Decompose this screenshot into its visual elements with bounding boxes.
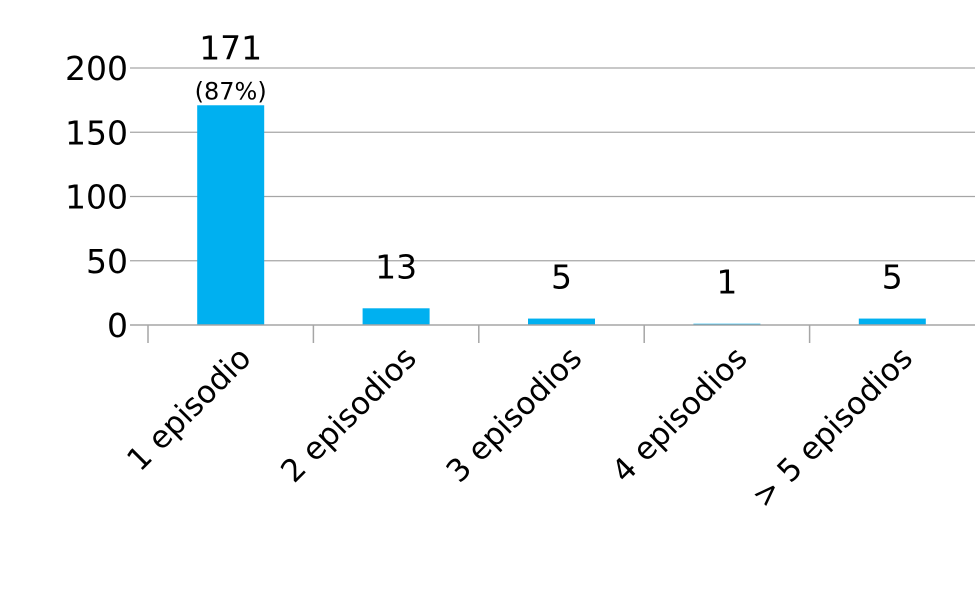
bar	[362, 308, 430, 325]
category-label: 4 episodios	[605, 340, 755, 490]
data-label: 171	[199, 28, 262, 67]
gridlines	[130, 67, 975, 262]
data-label: 5	[551, 258, 572, 297]
y-axis-tick-labels: 0 50 100 150 200	[65, 49, 128, 345]
category-label: 2 episodios	[274, 340, 424, 490]
y-tick-label: 150	[65, 113, 128, 152]
bar	[528, 318, 595, 325]
category-label: 1 episodio	[120, 340, 258, 478]
data-label: 1	[716, 263, 737, 302]
data-label: 13	[375, 247, 417, 286]
x-axis-category-labels: 1 episodio 2 episodios 3 episodios 4 episod…	[120, 340, 920, 515]
y-tick-label: 100	[65, 178, 128, 217]
y-tick-label: 50	[86, 242, 128, 281]
data-labels: 171 (87%) 13 5 1 5	[195, 28, 903, 301]
bar	[858, 318, 926, 325]
y-tick-label: 0	[107, 306, 128, 345]
category-label: > 5 episodios	[745, 340, 920, 515]
percent-label: (87%)	[195, 77, 267, 105]
x-axis	[130, 324, 975, 343]
data-label: 5	[882, 258, 903, 297]
category-label: 3 episodios	[440, 340, 590, 490]
y-tick-label: 200	[65, 49, 128, 88]
bar	[197, 105, 265, 325]
bars	[197, 105, 926, 326]
